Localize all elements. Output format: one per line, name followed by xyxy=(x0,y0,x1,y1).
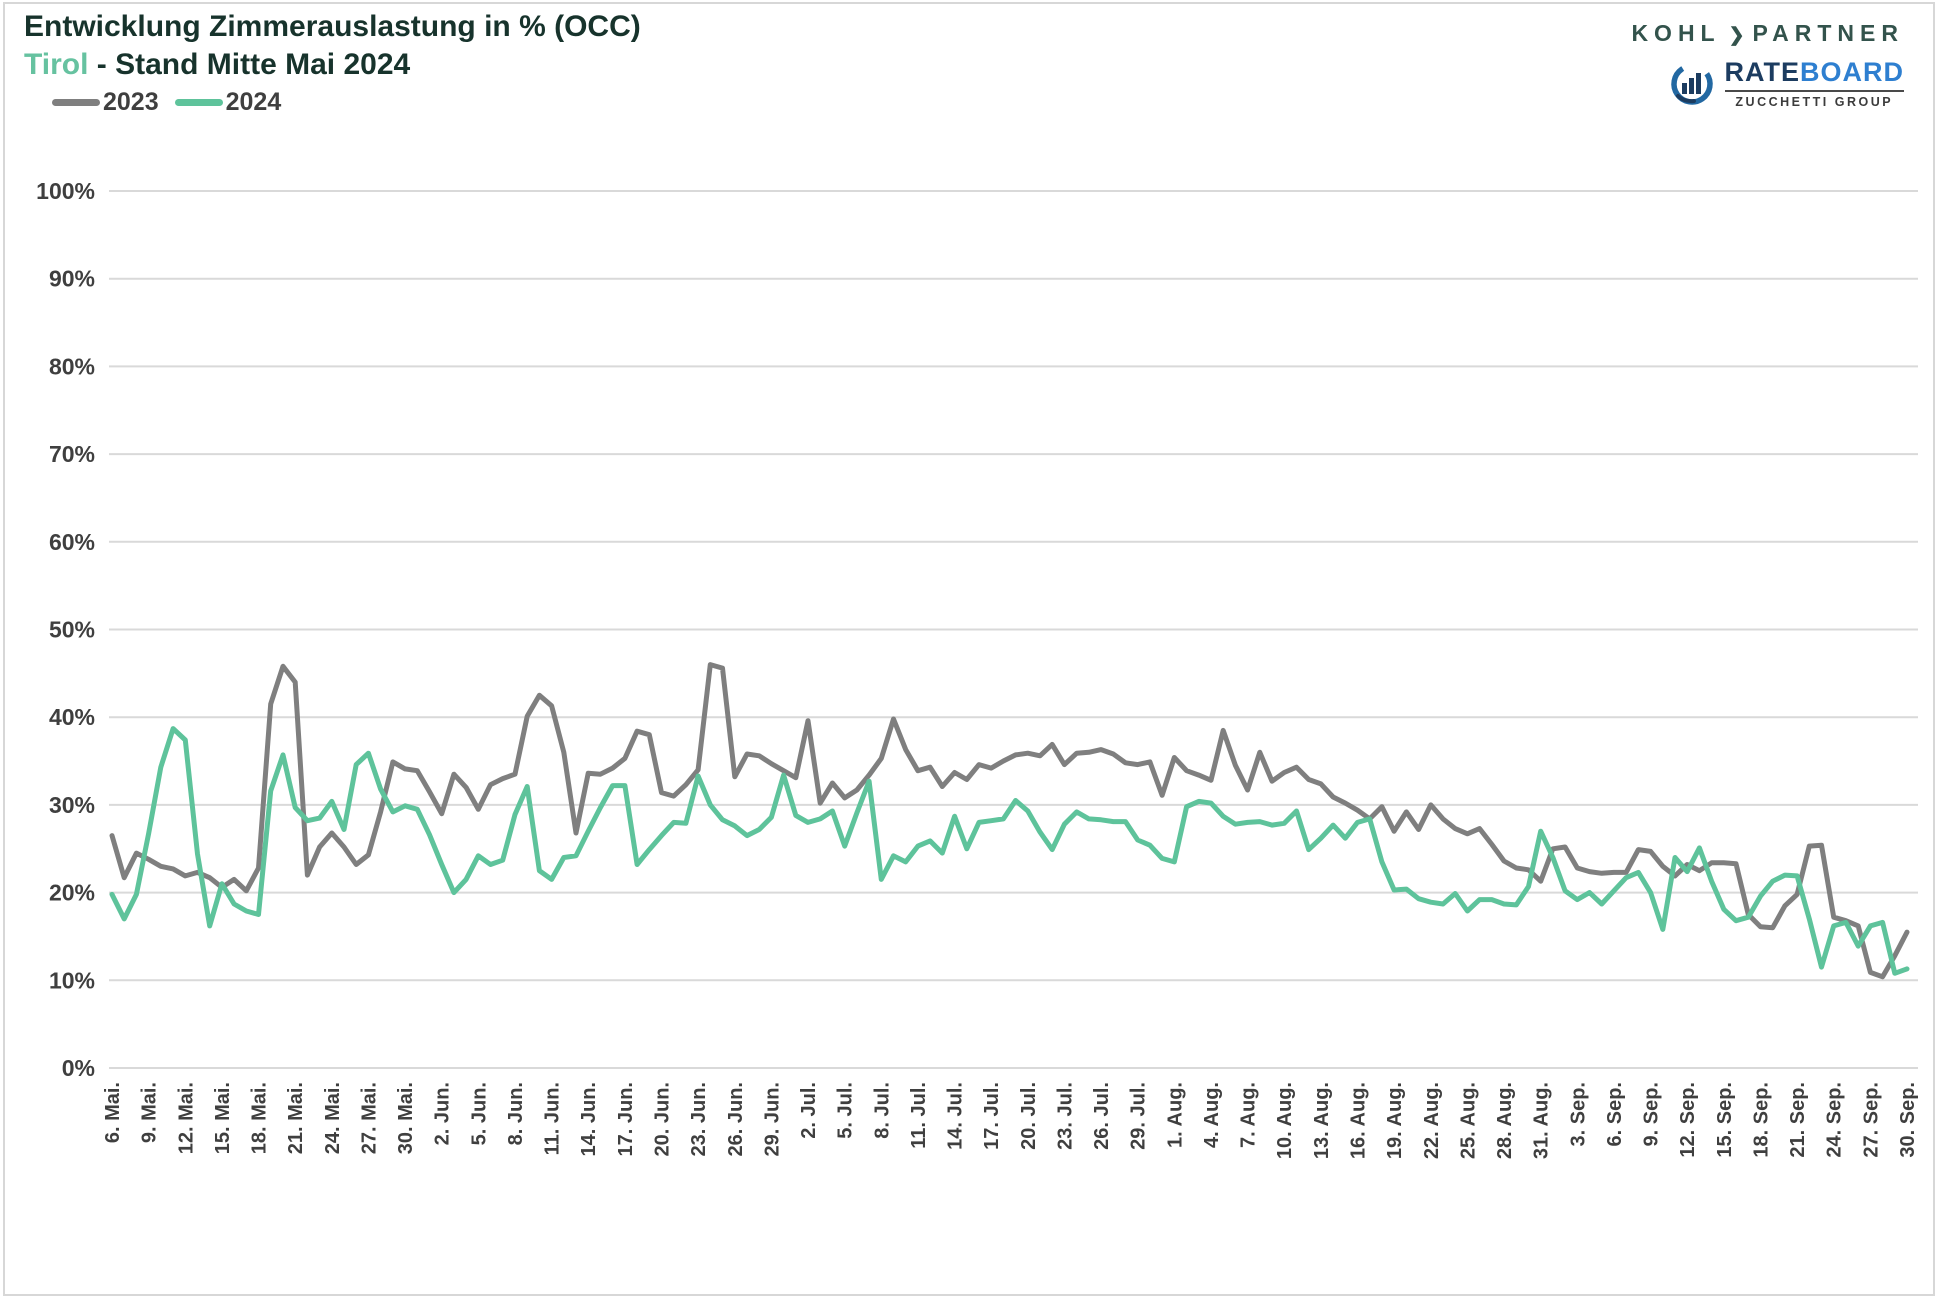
legend-swatch-2023 xyxy=(52,99,100,106)
svg-text:80%: 80% xyxy=(49,353,95,379)
svg-text:8. Jun.: 8. Jun. xyxy=(505,1082,527,1145)
chart-title: Entwicklung Zimmerauslastung in % (OCC) xyxy=(24,10,641,43)
legend-item-2024: 2024 xyxy=(174,88,282,117)
svg-text:60%: 60% xyxy=(49,529,95,555)
svg-text:23. Jun.: 23. Jun. xyxy=(688,1082,710,1156)
svg-text:40%: 40% xyxy=(49,704,95,730)
svg-text:14. Jun.: 14. Jun. xyxy=(578,1082,600,1156)
svg-text:3. Sep.: 3. Sep. xyxy=(1567,1082,1589,1146)
svg-text:19. Aug.: 19. Aug. xyxy=(1384,1082,1406,1159)
svg-text:90%: 90% xyxy=(49,266,95,292)
svg-text:27. Sep.: 27. Sep. xyxy=(1860,1082,1882,1158)
rateboard-chart-circle-icon xyxy=(1670,63,1713,105)
svg-text:24. Sep.: 24. Sep. xyxy=(1824,1082,1846,1158)
svg-text:12. Sep.: 12. Sep. xyxy=(1677,1082,1699,1158)
legend-label-2024: 2024 xyxy=(225,88,282,116)
page-title: Entwicklung Zimmerauslastung in % (OCC) … xyxy=(24,8,641,84)
legend-item-2023: 2023 xyxy=(52,88,159,117)
svg-text:26. Jun.: 26. Jun. xyxy=(725,1082,747,1156)
legend: 2023 2024 xyxy=(52,88,281,117)
svg-text:8. Jul.: 8. Jul. xyxy=(871,1082,893,1139)
svg-text:15. Sep.: 15. Sep. xyxy=(1714,1082,1736,1158)
svg-text:29. Jun.: 29. Jun. xyxy=(761,1082,783,1156)
svg-text:5. Jul.: 5. Jul. xyxy=(835,1082,857,1139)
svg-text:14. Jul.: 14. Jul. xyxy=(945,1082,967,1150)
kohl-partner-logo: KOHL ❯ PARTNER xyxy=(1631,20,1904,46)
svg-text:18. Sep.: 18. Sep. xyxy=(1751,1082,1773,1158)
svg-text:27. Mai.: 27. Mai. xyxy=(358,1082,380,1154)
svg-text:20. Jul.: 20. Jul. xyxy=(1018,1082,1040,1150)
svg-text:18. Mai.: 18. Mai. xyxy=(249,1082,271,1154)
svg-text:26. Jul.: 26. Jul. xyxy=(1091,1082,1113,1150)
svg-text:30. Sep.: 30. Sep. xyxy=(1897,1082,1919,1158)
svg-text:11. Jun.: 11. Jun. xyxy=(542,1082,564,1155)
svg-text:6. Sep.: 6. Sep. xyxy=(1604,1082,1626,1146)
svg-text:100%: 100% xyxy=(36,178,95,204)
legend-swatch-2024 xyxy=(174,99,223,106)
svg-text:23. Jul.: 23. Jul. xyxy=(1054,1082,1076,1150)
svg-text:21. Mai.: 21. Mai. xyxy=(285,1082,307,1154)
svg-text:5. Jun.: 5. Jun. xyxy=(468,1082,490,1145)
zucchetti-group-label: ZUCCHETTI GROUP xyxy=(1724,90,1904,109)
svg-text:29. Jul.: 29. Jul. xyxy=(1128,1082,1150,1150)
svg-text:0%: 0% xyxy=(62,1055,95,1081)
kohl-partner-arrow-icon: ❯ xyxy=(1728,25,1745,46)
svg-text:9. Sep.: 9. Sep. xyxy=(1641,1082,1663,1146)
svg-text:2. Jul.: 2. Jul. xyxy=(798,1082,820,1139)
svg-text:20. Jun.: 20. Jun. xyxy=(652,1082,674,1156)
svg-text:31. Aug.: 31. Aug. xyxy=(1531,1082,1553,1159)
svg-text:50%: 50% xyxy=(49,617,95,643)
svg-text:13. Aug.: 13. Aug. xyxy=(1311,1082,1333,1159)
svg-text:70%: 70% xyxy=(49,441,95,467)
svg-text:20%: 20% xyxy=(49,880,95,906)
svg-text:12. Mai.: 12. Mai. xyxy=(175,1082,197,1154)
svg-text:7. Aug.: 7. Aug. xyxy=(1238,1082,1260,1148)
svg-text:1. Aug.: 1. Aug. xyxy=(1164,1082,1186,1148)
svg-text:16. Aug.: 16. Aug. xyxy=(1348,1082,1370,1159)
svg-text:17. Jun.: 17. Jun. xyxy=(615,1082,637,1156)
svg-text:10%: 10% xyxy=(49,967,95,993)
svg-text:2. Jun.: 2. Jun. xyxy=(432,1082,454,1145)
svg-text:4. Aug.: 4. Aug. xyxy=(1201,1082,1223,1148)
svg-text:30%: 30% xyxy=(49,792,95,818)
svg-text:9. Mai.: 9. Mai. xyxy=(139,1082,161,1143)
svg-text:30. Mai.: 30. Mai. xyxy=(395,1082,417,1154)
chart-subtitle-rest: - Stand Mitte Mai 2024 xyxy=(88,48,411,81)
svg-text:22. Aug.: 22. Aug. xyxy=(1421,1082,1443,1159)
svg-text:21. Sep.: 21. Sep. xyxy=(1787,1082,1809,1158)
legend-label-2023: 2023 xyxy=(103,88,159,116)
svg-text:24. Mai.: 24. Mai. xyxy=(322,1082,344,1154)
svg-text:11. Jul.: 11. Jul. xyxy=(908,1082,930,1149)
chart-subtitle-region: Tirol xyxy=(24,48,89,81)
svg-text:17. Jul.: 17. Jul. xyxy=(981,1082,1003,1150)
rateboard-wordmark: RATEBOARD xyxy=(1724,57,1904,87)
rateboard-logo: RATEBOARD ZUCCHETTI GROUP xyxy=(1631,59,1904,109)
svg-text:28. Aug.: 28. Aug. xyxy=(1494,1082,1516,1159)
chart-subtitle: Tirol - Stand Mitte Mai 2024 xyxy=(24,46,641,84)
svg-text:15. Mai.: 15. Mai. xyxy=(212,1082,234,1154)
svg-text:10. Aug.: 10. Aug. xyxy=(1274,1082,1296,1159)
logo-area: KOHL ❯ PARTNER RATEBOARD ZUCCHETTI GROUP xyxy=(1631,20,1904,109)
svg-text:6. Mai.: 6. Mai. xyxy=(102,1082,124,1143)
svg-text:25. Aug.: 25. Aug. xyxy=(1457,1082,1479,1159)
